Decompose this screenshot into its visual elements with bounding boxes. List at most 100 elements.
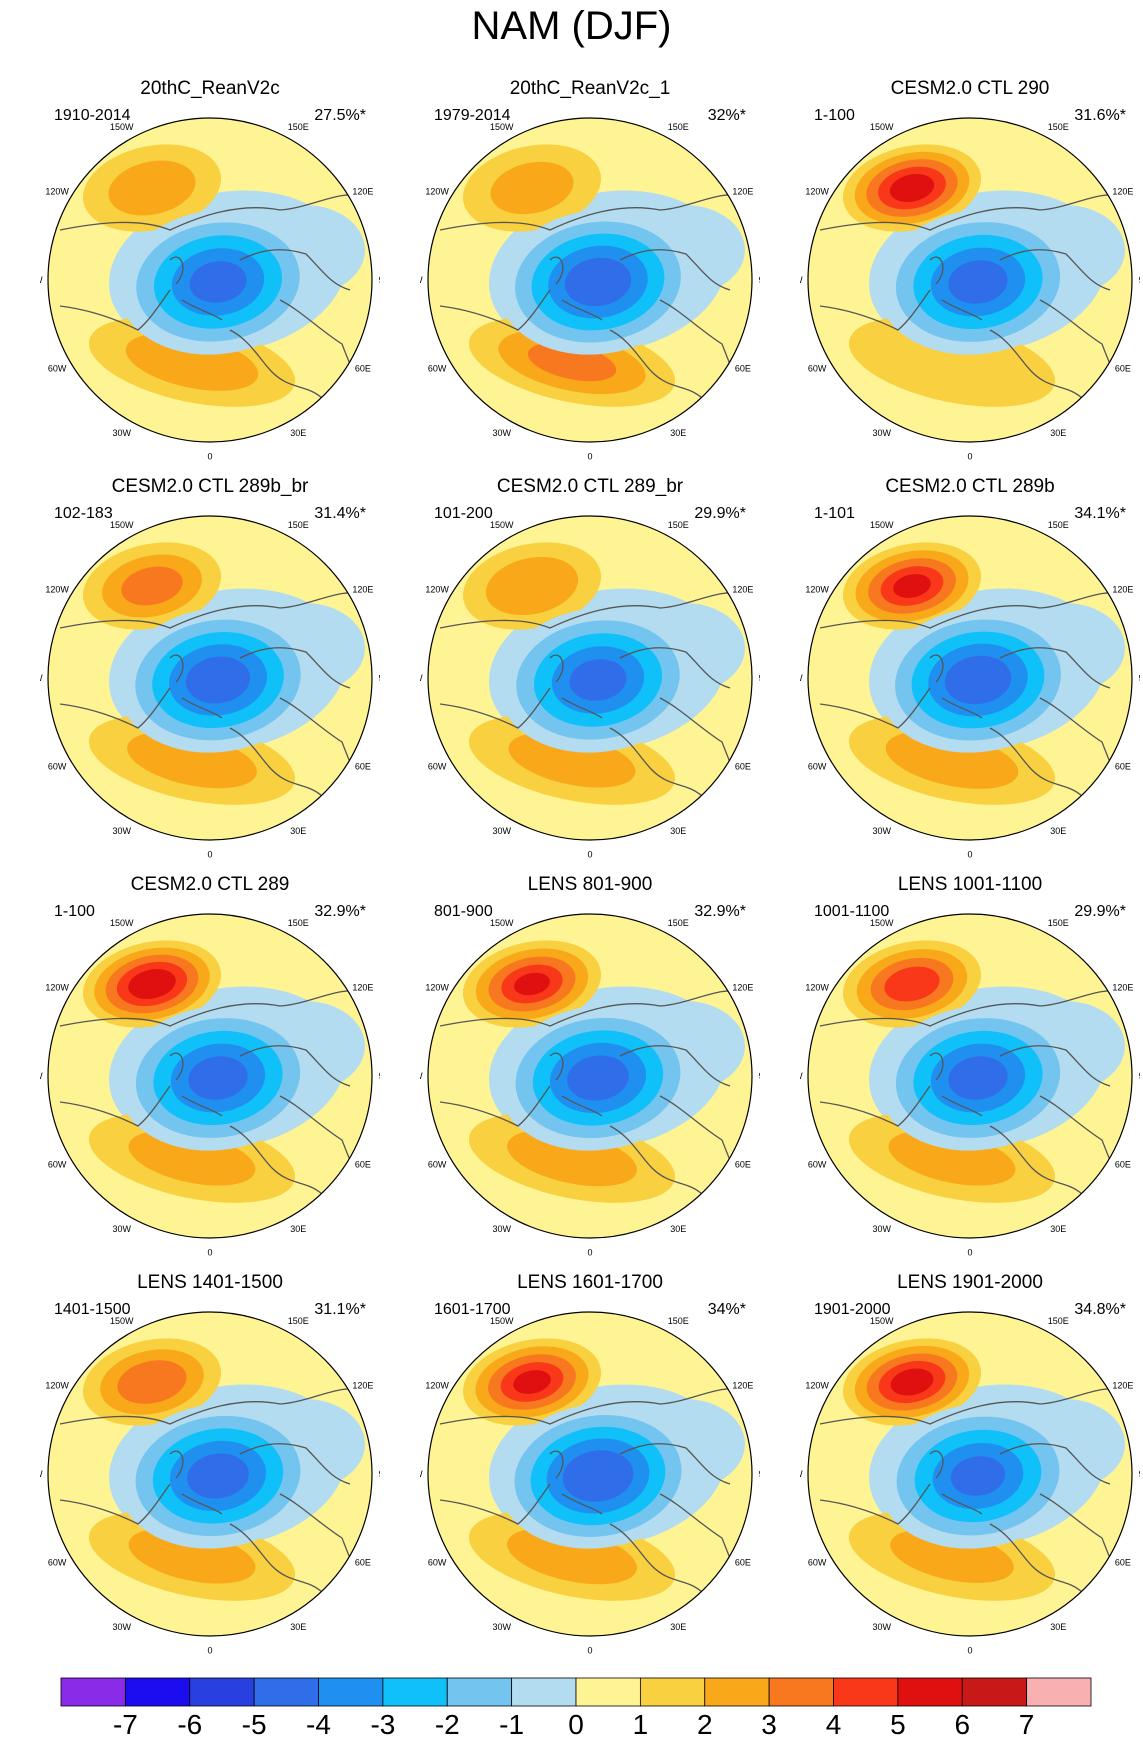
colorbar-tick-label: 7 bbox=[1019, 1709, 1035, 1738]
longitude-label: 60W bbox=[428, 363, 447, 373]
longitude-label: 60E bbox=[1115, 1557, 1131, 1567]
panel-title: LENS 1401-1500 bbox=[137, 1272, 283, 1293]
panel-title: LENS 801-900 bbox=[527, 874, 653, 895]
contour-field bbox=[48, 1312, 372, 1636]
longitude-label: 0 bbox=[587, 1248, 592, 1258]
longitude-label: 120E bbox=[352, 585, 373, 595]
map-panel: CESM2.0 CTL 289b1-10134.1%*180150E120E90… bbox=[780, 476, 1143, 871]
longitude-label: 90E bbox=[759, 1071, 760, 1081]
longitude-label: 0 bbox=[207, 1646, 212, 1656]
polar-low-level--5 bbox=[567, 1055, 629, 1101]
coastline-arctic-islands bbox=[549, 1052, 603, 1117]
longitude-label: 90W bbox=[420, 673, 423, 683]
panel-variance: 32.9%* bbox=[694, 903, 746, 920]
coastline-siberia bbox=[999, 249, 1111, 291]
pacific-high-level-5 bbox=[893, 574, 931, 598]
longitude-label: 90W bbox=[800, 1071, 803, 1081]
coastline-north-america bbox=[439, 289, 551, 331]
longitude-label: 0 bbox=[207, 1248, 212, 1258]
coastline-arctic-islands bbox=[929, 1052, 983, 1117]
longitude-label: 30W bbox=[872, 826, 891, 836]
panel-period: 1-101 bbox=[814, 505, 855, 522]
longitude-label: 120E bbox=[732, 187, 753, 197]
longitude-label: 90E bbox=[379, 275, 380, 285]
map-boundary bbox=[47, 913, 373, 1239]
coastline-siberia bbox=[619, 1443, 731, 1485]
map-panel: LENS 1601-17001601-170034%*180150E120E90… bbox=[400, 1272, 780, 1667]
panel-period: 1-100 bbox=[54, 903, 95, 920]
polar-low-level--5 bbox=[950, 1456, 1006, 1496]
coastline-north-pacific bbox=[819, 194, 1121, 231]
coastline-siberia bbox=[619, 647, 731, 689]
longitude-label: 90E bbox=[759, 673, 760, 683]
coastline-north-pacific bbox=[59, 1388, 361, 1425]
map-panel: LENS 801-900801-90032.9%*180150E120E90E6… bbox=[400, 874, 780, 1269]
coastline-arctic-islands bbox=[929, 256, 983, 321]
longitude-label: 150E bbox=[1048, 520, 1069, 530]
polar-map: 180150E120E90E60E30E030W60W90W120W150W bbox=[800, 117, 1140, 462]
panel-variance: 27.5%* bbox=[314, 107, 366, 124]
coastline-europe bbox=[609, 329, 703, 399]
panel-variance: 32%* bbox=[707, 107, 746, 124]
colorbar-box bbox=[961, 1677, 1028, 1707]
longitude-label: 150W bbox=[490, 520, 514, 530]
longitude-label: 150W bbox=[110, 122, 134, 132]
coastline-arctic-islands bbox=[169, 1052, 223, 1117]
colorbar-box bbox=[253, 1677, 319, 1707]
longitude-label: 30E bbox=[670, 428, 686, 438]
panel-title: CESM2.0 CTL 289 bbox=[130, 874, 290, 895]
longitude-label: 60E bbox=[735, 1159, 751, 1169]
panel-period: 102-183 bbox=[54, 505, 113, 522]
panel-title: CESM2.0 CTL 290 bbox=[890, 78, 1050, 99]
longitude-label: 30W bbox=[112, 826, 131, 836]
contour-field bbox=[428, 1312, 752, 1636]
longitude-label: 30W bbox=[872, 1224, 891, 1234]
polar-low-level--5 bbox=[188, 1056, 248, 1100]
longitude-label: 90W bbox=[800, 275, 803, 285]
colorbar-tick-label: 3 bbox=[761, 1709, 777, 1738]
longitude-label: 30W bbox=[492, 1622, 511, 1632]
longitude-label: 150W bbox=[870, 520, 894, 530]
longitude-label: 60W bbox=[808, 1557, 827, 1567]
coastline-europe bbox=[229, 727, 323, 797]
longitude-label: 90W bbox=[420, 1469, 423, 1479]
longitude-label: 60E bbox=[1115, 363, 1131, 373]
longitude-label: 150W bbox=[870, 122, 894, 132]
polar-low-level--5 bbox=[185, 656, 251, 704]
longitude-label: 60E bbox=[735, 363, 751, 373]
panel-period: 1-100 bbox=[814, 107, 855, 124]
panel-period: 1001-1100 bbox=[814, 903, 890, 920]
map-boundary bbox=[47, 1311, 373, 1637]
longitude-label: 150E bbox=[668, 918, 689, 928]
coastline-siberia bbox=[239, 647, 351, 689]
coastline-north-america bbox=[59, 687, 171, 729]
coastline-siberia bbox=[619, 1045, 731, 1087]
coastline-europe bbox=[989, 1523, 1083, 1593]
map-boundary bbox=[427, 913, 753, 1239]
polar-low-level--5 bbox=[189, 261, 247, 303]
colorbar-tick-label: -1 bbox=[499, 1709, 524, 1738]
pacific-high-level-5 bbox=[889, 173, 935, 203]
panel-period: 101-200 bbox=[434, 505, 493, 522]
contour-field bbox=[808, 914, 1132, 1238]
polar-low-level--5 bbox=[944, 655, 1012, 705]
contour-field bbox=[48, 914, 372, 1238]
longitude-label: 30W bbox=[112, 1622, 131, 1632]
map-boundary bbox=[427, 515, 753, 841]
map-boundary bbox=[47, 515, 373, 841]
longitude-label: 120W bbox=[805, 187, 829, 197]
colorbar-box bbox=[897, 1677, 963, 1707]
longitude-label: 60W bbox=[48, 1557, 67, 1567]
longitude-label: 0 bbox=[967, 452, 972, 462]
colorbar-tick-label: 1 bbox=[633, 1709, 649, 1738]
longitude-label: 90W bbox=[40, 673, 43, 683]
colorbar-box bbox=[60, 1677, 126, 1707]
longitude-label: 120W bbox=[425, 187, 449, 197]
longitude-label: 30W bbox=[492, 428, 511, 438]
panel-period: 801-900 bbox=[434, 903, 493, 920]
map-panel: CESM2.0 CTL 2891-10032.9%*180150E120E90E… bbox=[20, 874, 400, 1269]
map-boundary bbox=[807, 515, 1133, 841]
coastline-arctic-islands bbox=[169, 256, 223, 321]
longitude-label: 30E bbox=[290, 1622, 306, 1632]
polar-map: 180150E120E90E60E30E030W60W90W120W150W bbox=[420, 515, 760, 860]
